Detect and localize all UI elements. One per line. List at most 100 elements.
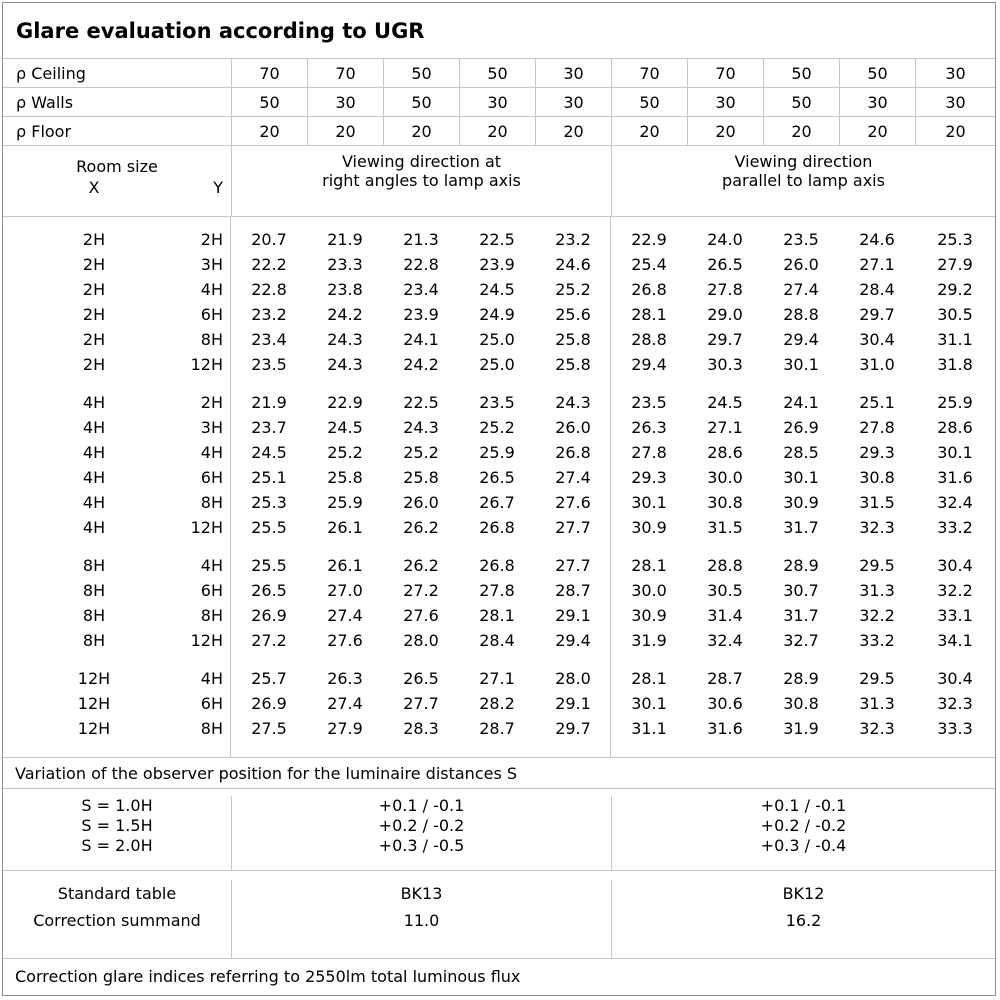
ugr-value-cell: 32.7 (783, 631, 819, 650)
ugr-value-cell: 28.8 (707, 556, 743, 575)
room-x-cell: 8H (82, 631, 106, 650)
ugr-value-cell: 26.2 (403, 556, 439, 575)
ugr-value-cell: 30.6 (707, 694, 743, 713)
s-row-label: S = 2.0H (81, 836, 153, 855)
room-x-cell: 12H (77, 669, 111, 688)
ugr-value-cell: 31.7 (783, 518, 819, 537)
ugr-value-cell: 26.3 (327, 669, 363, 688)
ugr-value-cell: 26.8 (631, 280, 667, 299)
ugr-value-cell: 30.9 (631, 606, 667, 625)
room-y-cell: 12H (190, 355, 223, 374)
ugr-value-cell: 27.7 (555, 556, 591, 575)
ugr-value-cell: 28.7 (555, 581, 591, 600)
ugr-value-cell: 25.9 (937, 393, 973, 412)
ugr-value-cell: 25.8 (555, 355, 591, 374)
ugr-value-cell: 29.7 (707, 330, 743, 349)
ugr-value-cell: 29.7 (555, 719, 591, 738)
ugr-table-row: 4H 6H 25.1 25.8 25.8 26.5 27.4 29.3 30.0 30.1 30.8… (3, 465, 995, 490)
s-variation-right-angles: +0.1 / -0.1 +0.2 / -0.2 +0.3 / -0.5 (231, 796, 611, 870)
ugr-value-cell: 33.2 (859, 631, 895, 650)
ugr-value-cell: 31.8 (937, 355, 973, 374)
room-x-cell: 4H (82, 468, 106, 487)
ugr-value-cell: 23.4 (251, 330, 287, 349)
room-y-cell: 4H (200, 443, 223, 462)
ugr-value-cell: 24.0 (707, 230, 743, 249)
ugr-value-cell: 27.6 (403, 606, 439, 625)
reflectance-value-cell: 20 (535, 117, 611, 145)
reflectance-value-cell: 70 (687, 59, 763, 87)
reflectance-value-cell: 70 (231, 59, 307, 87)
ugr-value-cell: 27.9 (327, 719, 363, 738)
ugr-value-cell: 28.0 (403, 631, 439, 650)
ugr-value-cell: 30.1 (937, 443, 973, 462)
reflectance-value-cell: 20 (763, 117, 839, 145)
ugr-value-cell: 30.5 (937, 305, 973, 324)
ugr-value-cell: 28.9 (783, 669, 819, 688)
ugr-value-cell: 21.3 (403, 230, 439, 249)
ugr-value-cell: 27.2 (403, 581, 439, 600)
ugr-value-cell: 30.1 (783, 355, 819, 374)
correction-summand-label: Correction summand (33, 911, 201, 930)
standard-table-value: BK13 (400, 884, 443, 903)
ugr-table-row: 2H 8H 23.4 24.3 24.1 25.0 25.8 28.8 29.7 29.4 30.4… (3, 327, 995, 352)
ugr-value-cell: 23.7 (251, 418, 287, 437)
ugr-value-cell: 26.5 (403, 669, 439, 688)
ugr-value-cell: 26.1 (327, 556, 363, 575)
ugr-value-cell: 32.3 (937, 694, 973, 713)
ugr-table-row: 8H 12H 27.2 27.6 28.0 28.4 29.4 31.9 32.4 32.7 33.… (3, 628, 995, 653)
ugr-value-cell: 22.8 (251, 280, 287, 299)
column-header-row: Room size X Y Viewing direction at right… (3, 146, 995, 217)
ugr-value-cell: 23.3 (327, 255, 363, 274)
ugr-table-row: 4H 3H 23.7 24.5 24.3 25.2 26.0 26.3 27.1 26.9 27.8… (3, 415, 995, 440)
room-y-cell: 8H (200, 719, 223, 738)
ugr-value-cell: 26.1 (327, 518, 363, 537)
ugr-value-cell: 27.4 (783, 280, 819, 299)
room-x-cell: 2H (82, 355, 106, 374)
ugr-table-row: 8H 8H 26.9 27.4 27.6 28.1 29.1 30.9 31.4 31.7 32.2… (3, 603, 995, 628)
room-y-cell: 4H (200, 280, 223, 299)
ugr-value-cell: 32.2 (937, 581, 973, 600)
title-row: Glare evaluation according to UGR (3, 3, 995, 59)
reflectance-value-cell: 50 (459, 59, 535, 87)
room-y-cell: 4H (200, 556, 223, 575)
ugr-value-cell: 25.3 (937, 230, 973, 249)
room-x-cell: 4H (82, 493, 106, 512)
ugr-value-cell: 27.2 (251, 631, 287, 650)
reflectance-value-cell: 30 (687, 88, 763, 116)
room-y-cell: 8H (200, 330, 223, 349)
ugr-row-group: 2H 2H 20.7 21.9 21.3 22.5 23.2 22.9 24.0 23.5 24.6… (3, 227, 995, 377)
ugr-value-cell: 24.5 (251, 443, 287, 462)
ugr-table-row: 2H 12H 23.5 24.3 24.2 25.0 25.8 29.4 30.3 30.1 31.… (3, 352, 995, 377)
ugr-table-row: 2H 2H 20.7 21.9 21.3 22.5 23.2 22.9 24.0 23.5 24.6… (3, 227, 995, 252)
ugr-value-cell: 29.1 (555, 694, 591, 713)
ugr-value-cell: 25.9 (327, 493, 363, 512)
ugr-value-cell: 26.2 (403, 518, 439, 537)
ugr-value-cell: 28.6 (937, 418, 973, 437)
ugr-value-cell: 24.2 (403, 355, 439, 374)
ugr-value-cell: 26.5 (707, 255, 743, 274)
ugr-value-cell: 28.4 (859, 280, 895, 299)
ugr-table-row: 4H 2H 21.9 22.9 22.5 23.5 24.3 23.5 24.5 24.1 25.1… (3, 390, 995, 415)
ugr-value-cell: 30.1 (783, 468, 819, 487)
room-x-cell: 4H (82, 518, 106, 537)
room-x-cell: 2H (82, 305, 106, 324)
room-size-header: Room size X Y (3, 146, 231, 216)
reflectance-value-cell: 20 (459, 117, 535, 145)
reflectance-value-cell: 30 (307, 88, 383, 116)
ugr-value-cell: 29.3 (859, 443, 895, 462)
room-size-label: Room size (76, 157, 158, 176)
ugr-value-cell: 28.3 (403, 719, 439, 738)
reflectance-value-cell: 20 (383, 117, 459, 145)
ugr-value-cell: 30.4 (937, 669, 973, 688)
footer-note: Correction glare indices referring to 25… (15, 967, 521, 986)
ugr-value-cell: 28.9 (783, 556, 819, 575)
ugr-table-row: 8H 4H 25.5 26.1 26.2 26.8 27.7 28.1 28.8 28.9 29.5… (3, 553, 995, 578)
room-y-cell: 6H (200, 581, 223, 600)
ugr-value-cell: 22.8 (403, 255, 439, 274)
ugr-value-cell: 23.4 (403, 280, 439, 299)
room-x-cell: 2H (82, 230, 106, 249)
ugr-value-cell: 33.1 (937, 606, 973, 625)
reflectance-value-cell: 20 (839, 117, 915, 145)
ugr-value-cell: 29.4 (783, 330, 819, 349)
reflectance-value-cell: 20 (687, 117, 763, 145)
